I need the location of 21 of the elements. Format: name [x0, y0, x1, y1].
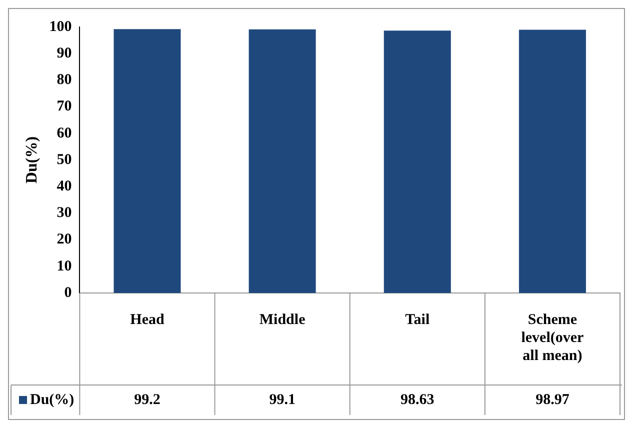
- y-tick-label: 90: [56, 45, 72, 62]
- x-tick-label: Tail: [405, 312, 430, 328]
- y-tick-label: 60: [56, 125, 72, 142]
- data-label: 98.97: [536, 392, 570, 408]
- y-tick-label: 40: [56, 178, 72, 194]
- x-tick-label: Head: [130, 312, 165, 328]
- legend-label: Du(%): [30, 392, 74, 408]
- y-axis-title: Du(%): [24, 136, 41, 184]
- x-tick-label: Scheme level(over all mean): [521, 312, 584, 364]
- y-tick-label: 70: [56, 98, 72, 115]
- data-label: 99.1: [269, 392, 296, 408]
- y-tick-label: 20: [56, 232, 72, 248]
- y-tick-label: 80: [56, 72, 72, 88]
- data-label: 99.2: [134, 392, 160, 408]
- y-tick-label: 0: [64, 284, 72, 301]
- y-tick-label: 10: [56, 258, 72, 274]
- data-label: 98.63: [400, 392, 434, 408]
- y-tick-label: 50: [56, 152, 72, 168]
- x-tick-label: Middle: [259, 312, 306, 328]
- y-tick-label: 30: [56, 205, 72, 222]
- y-tick-label: 100: [49, 18, 72, 35]
